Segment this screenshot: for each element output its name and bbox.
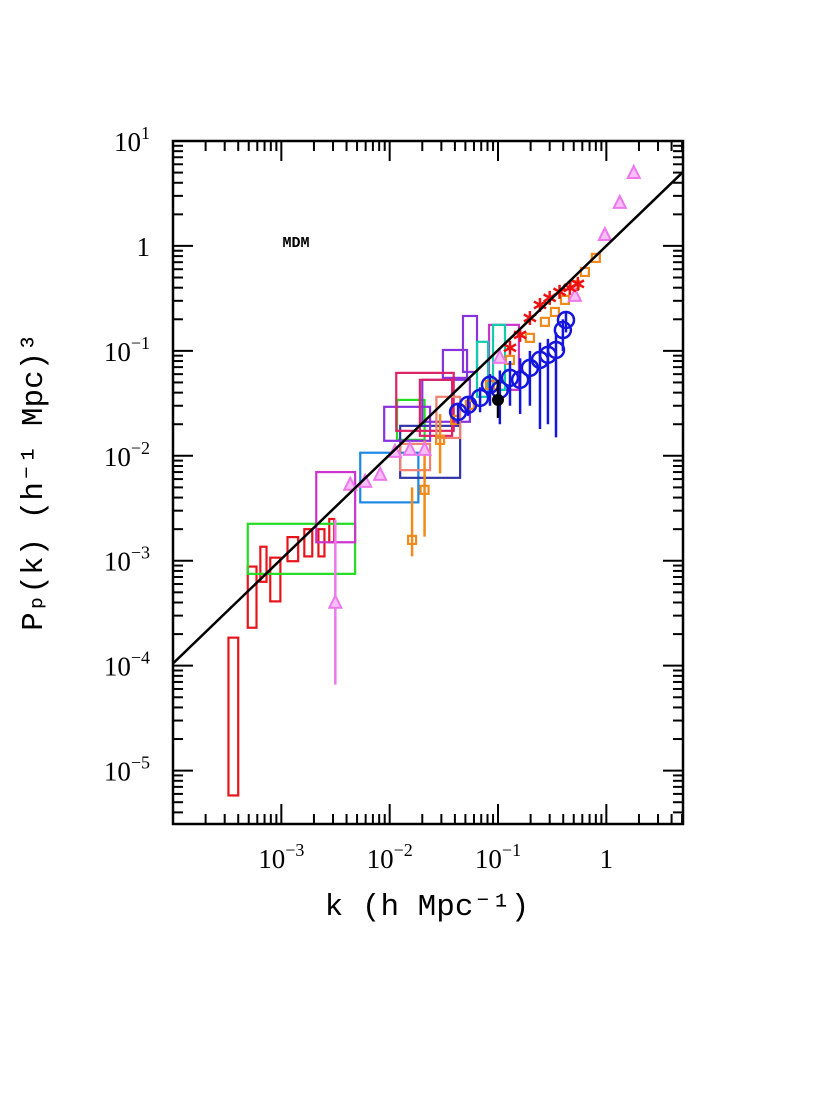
- data-point: [419, 484, 430, 495]
- data-point: [372, 465, 388, 481]
- data-point: [492, 393, 505, 406]
- data-box: [383, 405, 432, 442]
- tick-base: 10: [104, 547, 131, 577]
- data-point: [492, 348, 508, 364]
- data-box: [286, 536, 300, 563]
- data-box: [269, 556, 282, 603]
- tick-base: 10: [104, 442, 131, 472]
- data-box: [303, 528, 314, 558]
- data-point: [549, 306, 560, 318]
- data-point: [612, 193, 628, 209]
- data-point: [553, 320, 573, 340]
- tick-label: 10−1: [104, 333, 150, 367]
- tick-exponent: −1: [131, 333, 150, 353]
- data-point: [464, 399, 475, 410]
- tick-exponent: −3: [285, 840, 304, 860]
- tick-base: 10: [114, 127, 141, 157]
- tick-label: 1: [600, 844, 614, 874]
- data-point: [500, 368, 520, 388]
- data-point: [539, 316, 551, 327]
- data-point: [434, 434, 446, 445]
- tick-label: 10−1: [475, 840, 521, 874]
- data-point: [503, 340, 517, 355]
- tick-exponent: −4: [131, 648, 150, 668]
- tick-base: 10: [104, 337, 131, 367]
- tick-exponent: −3: [131, 543, 150, 563]
- data-point: [626, 163, 642, 179]
- tick-exponent: −1: [502, 840, 521, 860]
- tick-base: 10: [475, 844, 502, 874]
- tick-exponent: −2: [131, 438, 150, 458]
- tick-label: 10−2: [104, 438, 150, 472]
- tick-label: 10−4: [104, 648, 150, 682]
- tick-base: 10: [104, 757, 131, 787]
- data-point: [571, 276, 585, 291]
- x-axis-label: k (h Mpc⁻¹): [325, 890, 530, 925]
- data-point: [597, 225, 613, 242]
- data-point: [402, 440, 418, 456]
- data-point: [556, 310, 576, 330]
- data-box: [246, 522, 357, 575]
- tick-label: 10−3: [104, 543, 150, 577]
- data-box: [246, 565, 258, 629]
- tick-base: 10: [104, 652, 131, 682]
- data-point: [590, 252, 601, 264]
- plot-frame: [171, 139, 685, 826]
- data-point: [327, 593, 343, 609]
- data-box: [441, 348, 469, 379]
- model-line: [173, 171, 683, 665]
- tick-label: 10−2: [367, 840, 413, 874]
- tick-label: 10−3: [258, 840, 304, 874]
- data-point: [510, 370, 530, 390]
- tick-label: 101: [114, 123, 150, 157]
- tick-base: 1: [600, 844, 614, 874]
- data-box: [259, 545, 268, 583]
- tick-exponent: −5: [131, 753, 150, 773]
- y-axis-label: Pₚ(k) (h⁻¹ Mpc)³: [17, 333, 52, 631]
- tick-base: 10: [367, 844, 394, 874]
- tick-label: 10−5: [104, 753, 150, 787]
- plot-area: [173, 163, 683, 797]
- tick-base: 1: [137, 232, 151, 262]
- data-point: [406, 534, 418, 546]
- data-point: [470, 388, 490, 408]
- data-box: [395, 371, 455, 432]
- annotation: MDM: [282, 235, 309, 252]
- tick-exponent: −2: [394, 840, 413, 860]
- data-point: [342, 475, 358, 491]
- tick-exponent: 1: [141, 123, 150, 143]
- data-point: [416, 440, 433, 456]
- tick-label: 1: [137, 232, 151, 262]
- tick-base: 10: [258, 844, 285, 874]
- data-box: [227, 636, 240, 797]
- data-point: [567, 286, 583, 302]
